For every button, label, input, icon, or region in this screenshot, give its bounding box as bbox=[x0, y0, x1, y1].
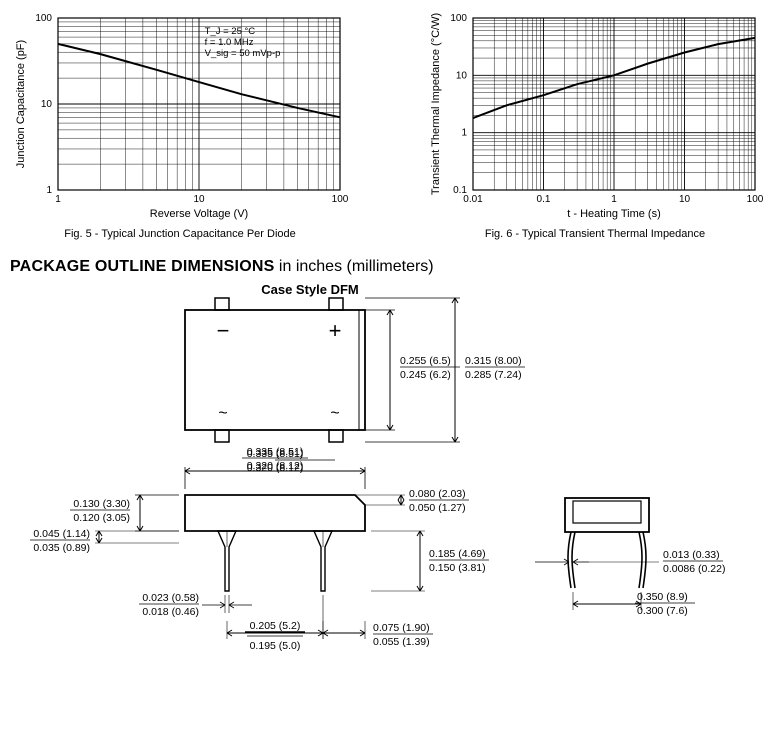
svg-text:−: − bbox=[217, 318, 230, 343]
svg-text:0.195 (5.0): 0.195 (5.0) bbox=[250, 640, 301, 652]
svg-text:+: + bbox=[329, 318, 342, 343]
svg-text:0.1: 0.1 bbox=[453, 185, 467, 196]
package-outline: Case Style DFM − + ~ ~0.255 (6.5) 0.245 (6.2)… bbox=[10, 280, 765, 720]
svg-text:1: 1 bbox=[461, 128, 467, 139]
svg-text:V_sig = 50 mVp-p: V_sig = 50 mVp-p bbox=[205, 48, 281, 59]
svg-text:0.080 (2.03): 0.080 (2.03) bbox=[409, 488, 466, 500]
svg-text:0.150 (3.81): 0.150 (3.81) bbox=[429, 562, 486, 574]
package-svg: Case Style DFM − + ~ ~0.255 (6.5) 0.245 (6.2)… bbox=[10, 280, 765, 720]
svg-text:0.300 (7.6): 0.300 (7.6) bbox=[637, 605, 688, 617]
svg-text:0.050 (1.27): 0.050 (1.27) bbox=[409, 502, 466, 514]
svg-text:~: ~ bbox=[330, 405, 339, 422]
svg-text:10: 10 bbox=[193, 194, 205, 205]
svg-text:Junction Capacitance (pF): Junction Capacitance (pF) bbox=[15, 40, 27, 168]
svg-text:~: ~ bbox=[218, 405, 227, 422]
svg-text:0.0086 (0.22): 0.0086 (0.22) bbox=[663, 563, 725, 575]
svg-text:0.075 (1.90): 0.075 (1.90) bbox=[373, 622, 430, 634]
fig5-chart: 1 10 100 1 10 100 Reverse Voltage (V) Junction … bbox=[10, 10, 350, 220]
svg-text:0.185 (4.69): 0.185 (4.69) bbox=[429, 548, 486, 560]
svg-text:100: 100 bbox=[35, 13, 52, 24]
svg-text:1: 1 bbox=[46, 185, 52, 196]
svg-text:0.035 (0.89): 0.035 (0.89) bbox=[33, 542, 90, 554]
svg-text:0.315 (8.00): 0.315 (8.00) bbox=[465, 355, 522, 367]
fig6-chart: 0.010.11101000.1110100t - Heating Time (… bbox=[425, 10, 765, 220]
svg-text:10: 10 bbox=[456, 70, 468, 81]
svg-text:0.205 (5.2): 0.205 (5.2) bbox=[250, 620, 301, 632]
svg-text:T_J = 25 °C: T_J = 25 °C bbox=[205, 26, 256, 37]
fig6-caption: Fig. 6 - Typical Transient Thermal Imped… bbox=[485, 228, 705, 240]
svg-text:t - Heating Time (s): t - Heating Time (s) bbox=[567, 208, 661, 220]
svg-text:0.285 (7.24): 0.285 (7.24) bbox=[465, 369, 522, 381]
section-title: PACKAGE OUTLINE DIMENSIONS in inches (mi… bbox=[10, 258, 765, 276]
svg-text:0.1: 0.1 bbox=[537, 194, 551, 205]
svg-text:Transient Thermal Impedance (°: Transient Thermal Impedance (°C/W) bbox=[430, 13, 442, 195]
svg-text:0.320 (8.12): 0.320 (8.12) bbox=[247, 460, 304, 472]
svg-text:Reverse Voltage (V): Reverse Voltage (V) bbox=[150, 208, 248, 220]
svg-text:0.130 (3.30): 0.130 (3.30) bbox=[73, 498, 130, 510]
svg-text:1: 1 bbox=[55, 194, 61, 205]
svg-text:0.120 (3.05): 0.120 (3.05) bbox=[73, 512, 130, 524]
svg-text:100: 100 bbox=[332, 194, 349, 205]
svg-text:Case Style DFM: Case Style DFM bbox=[261, 282, 359, 297]
svg-text:0.045 (1.14): 0.045 (1.14) bbox=[33, 528, 90, 540]
fig5-container: 1 10 100 1 10 100 Reverse Voltage (V) Junction … bbox=[10, 10, 350, 240]
svg-text:0.255 (6.5): 0.255 (6.5) bbox=[400, 355, 451, 367]
svg-text:0.013 (0.33): 0.013 (0.33) bbox=[663, 549, 720, 561]
svg-text:f = 1.0 MHz: f = 1.0 MHz bbox=[205, 37, 254, 48]
svg-text:0.245 (6.2): 0.245 (6.2) bbox=[400, 369, 451, 381]
fig5-caption: Fig. 5 - Typical Junction Capacitance Pe… bbox=[64, 228, 296, 240]
svg-text:1: 1 bbox=[611, 194, 617, 205]
svg-text:0.055 (1.39): 0.055 (1.39) bbox=[373, 636, 430, 648]
svg-text:0.018 (0.46): 0.018 (0.46) bbox=[142, 606, 199, 618]
svg-text:0.023 (0.58): 0.023 (0.58) bbox=[142, 592, 199, 604]
svg-text:100: 100 bbox=[450, 13, 467, 24]
fig6-container: 0.010.11101000.1110100t - Heating Time (… bbox=[425, 10, 765, 240]
section-title-bold: PACKAGE OUTLINE DIMENSIONS bbox=[10, 258, 274, 275]
svg-text:10: 10 bbox=[41, 99, 53, 110]
svg-text:0.335 (8.51): 0.335 (8.51) bbox=[247, 446, 304, 458]
svg-text:10: 10 bbox=[679, 194, 691, 205]
svg-text:0.350 (8.9): 0.350 (8.9) bbox=[637, 591, 688, 603]
section-title-rest: in inches (millimeters) bbox=[274, 258, 433, 275]
svg-text:100: 100 bbox=[747, 194, 764, 205]
